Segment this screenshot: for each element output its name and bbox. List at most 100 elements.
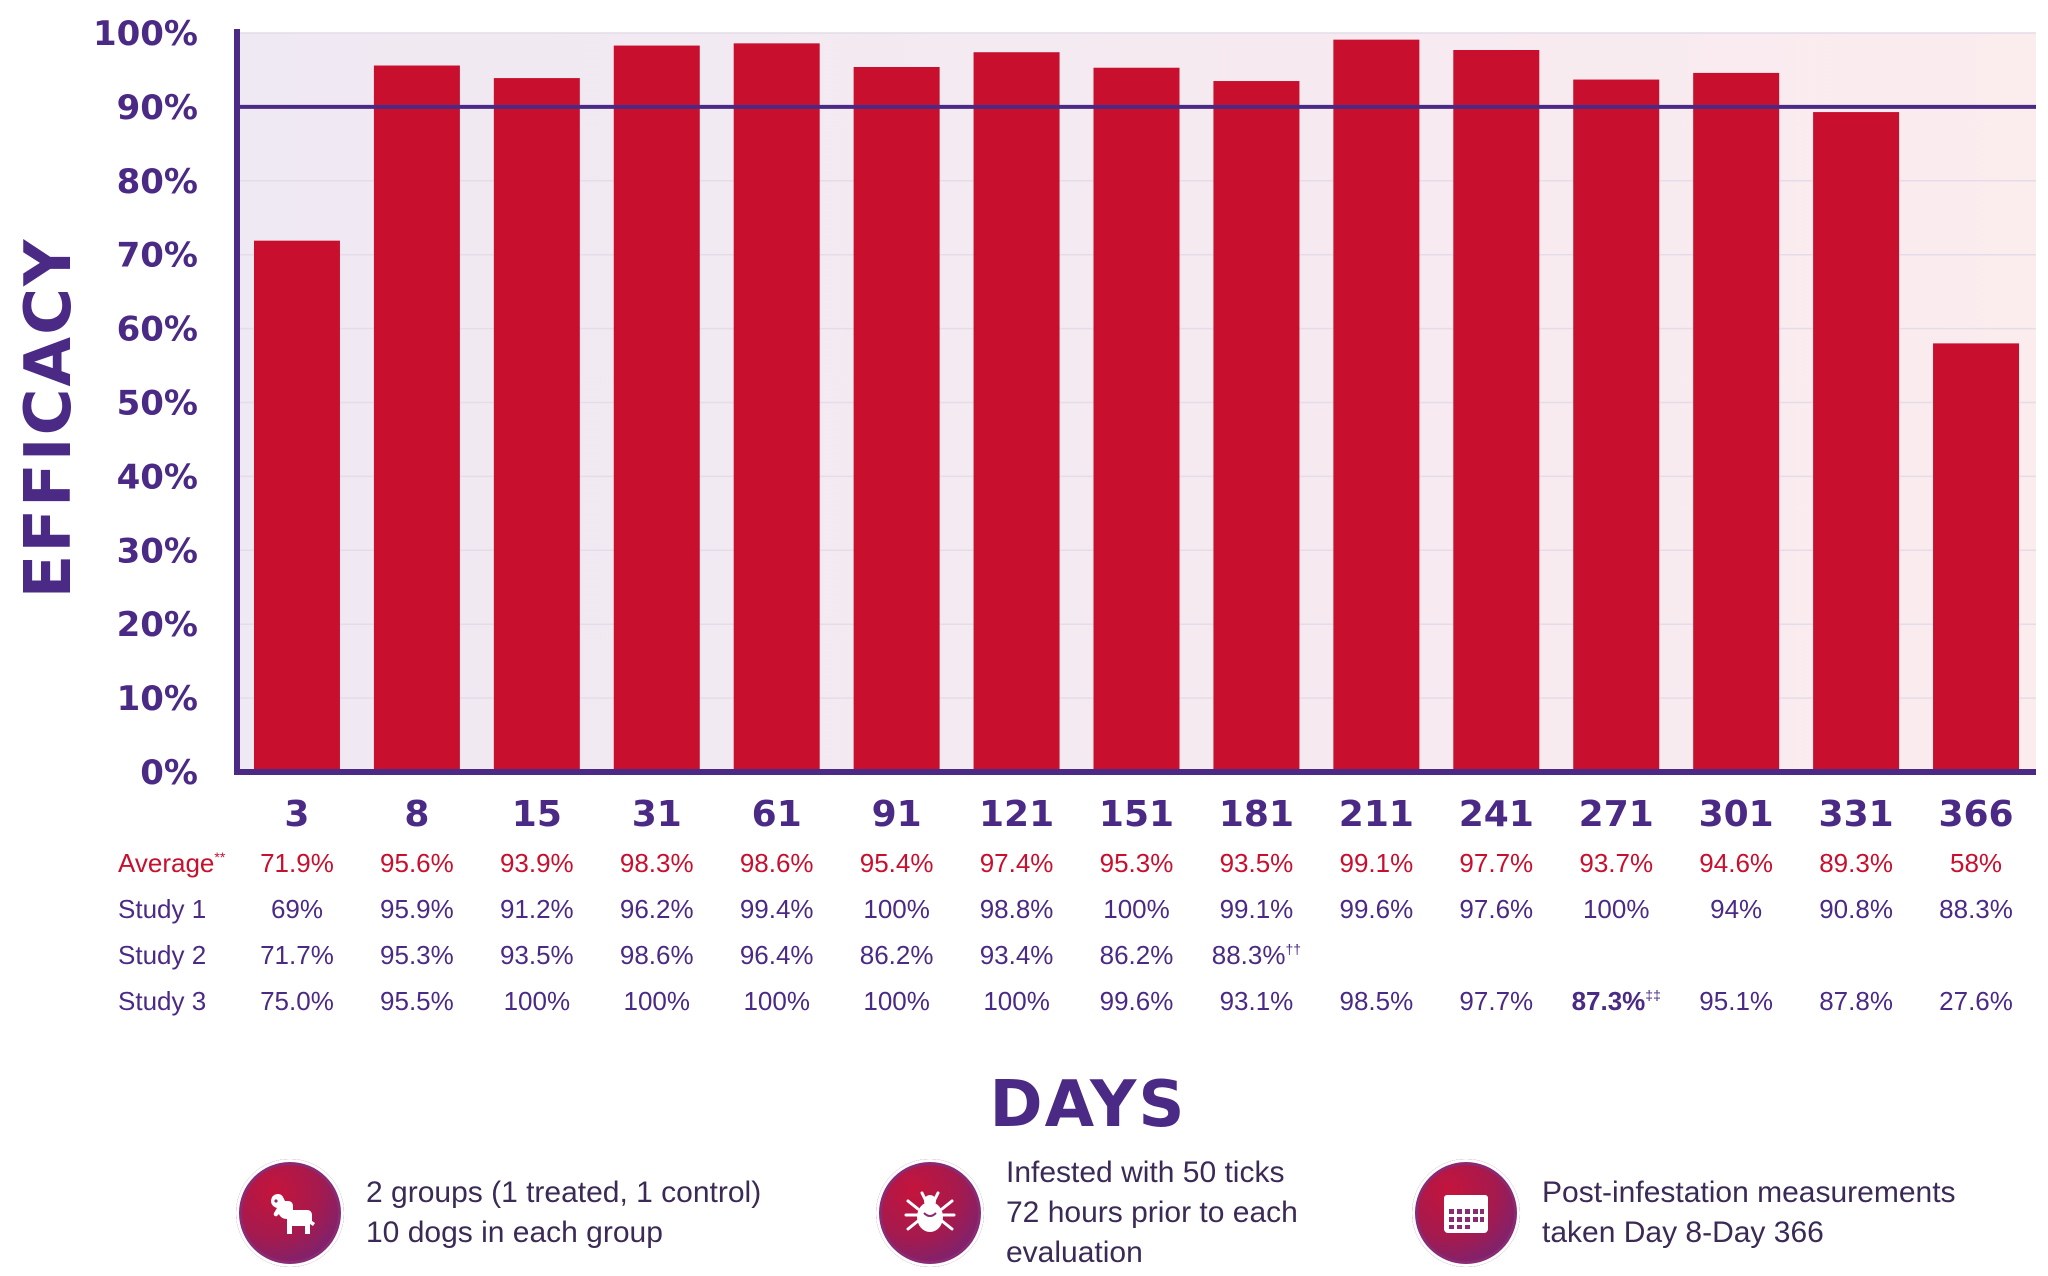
table-cell: 97.7% [1459,848,1533,878]
table-cell: 90.8% [1819,894,1893,924]
table-cell: 69% [271,894,323,924]
x-tick-label: 121 [979,794,1054,835]
y-tick-label: 60% [117,310,198,350]
table-cell: 94% [1710,894,1762,924]
x-tick-label: 91 [872,794,922,835]
table-cell: 93.5% [1220,848,1294,878]
bar [613,45,700,773]
x-tick-label: 15 [512,794,562,835]
bar [1573,79,1660,772]
table-cell: 97.7% [1459,986,1533,1016]
footer-line: evaluation [1006,1236,1143,1269]
table-cell: 88.3%†† [1212,940,1301,970]
footer-line: Infested with 50 ticks [1006,1156,1285,1189]
table-cell: 93.7% [1579,848,1653,878]
x-tick-label: 366 [1938,794,2013,835]
table-cell: 99.4% [740,894,814,924]
table-cell: 99.1% [1339,848,1413,878]
x-tick-label: 241 [1459,794,1534,835]
table-row-label: Study 2 [118,940,206,970]
table-cell: 95.5% [380,986,454,1016]
x-tick-label: 301 [1699,794,1774,835]
y-tick-label: 30% [117,531,198,571]
table-row-label: Study 3 [118,986,206,1016]
table-cell: 97.4% [980,848,1054,878]
bar [253,240,340,772]
table-cell: 91.2% [500,894,574,924]
table-cell: 98.5% [1339,986,1413,1016]
x-tick-label: 151 [1099,794,1174,835]
table-cell: 71.7% [260,940,334,970]
y-axis-title: EFFICACY [12,238,86,599]
table-cell: 75.0% [260,986,334,1016]
bar [1333,39,1420,772]
calendar-icon [1412,1159,1520,1267]
table-cell: 93.9% [500,848,574,878]
y-tick-label: 80% [117,162,198,202]
footnote-mark: ‡‡ [1645,987,1661,1003]
table-cell: 98.8% [980,894,1054,924]
table-cell: 93.1% [1220,986,1294,1016]
table-cell: 100% [504,986,571,1016]
table-cell: 96.4% [740,940,814,970]
x-axis-title: DAYS [990,1068,1187,1140]
y-tick-label: 70% [117,236,198,276]
table-cell: 100% [863,986,930,1016]
bar [373,65,460,773]
table-cell: 98.6% [740,848,814,878]
table-cell: 100% [983,986,1050,1016]
table-cell: 95.3% [380,940,454,970]
footer-line: 72 hours prior to each [1006,1196,1298,1229]
footer-line: taken Day 8-Day 366 [1542,1216,1824,1249]
footer-line: Post-infestation measurements [1542,1176,1956,1209]
table-cell: 87.8% [1819,986,1893,1016]
footer-item-groups: 2 groups (1 treated, 1 control) 10 dogs … [236,1150,761,1276]
table-cell: 88.3% [1939,894,2013,924]
y-tick-label: 0% [140,753,198,793]
footnote-mark: ** [214,849,225,865]
table-cell: 100% [1103,894,1170,924]
footer-text-groups: 2 groups (1 treated, 1 control) 10 dogs … [366,1173,761,1253]
bar [1093,67,1180,772]
y-tick-label: 40% [117,457,198,497]
table-cell: 97.6% [1459,894,1533,924]
x-tick-label: 3 [284,794,309,835]
table-row-label: Study 1 [118,894,206,924]
bar [493,78,580,773]
bar [1453,49,1540,772]
table-cell: 87.3%‡‡ [1572,986,1661,1016]
table-cell: 95.6% [380,848,454,878]
table-cell: 100% [1583,894,1650,924]
table-cell: 89.3% [1819,848,1893,878]
table-cell: 99.1% [1220,894,1294,924]
table-row-label: Average** [118,848,226,878]
x-tick-label: 271 [1579,794,1654,835]
y-tick-label: 50% [117,384,198,424]
table-cell: 94.6% [1699,848,1773,878]
table-cell: 100% [743,986,810,1016]
table-cell: 95.3% [1100,848,1174,878]
y-tick-label: 20% [117,605,198,645]
bar [973,52,1060,773]
table-cell: 98.6% [620,940,694,970]
x-tick-label: 31 [632,794,682,835]
table-cell: 100% [863,894,930,924]
dog-icon [236,1159,344,1267]
footer-item-infestation: Infested with 50 ticks 72 hours prior to… [876,1150,1298,1276]
bar [1213,81,1300,772]
table-cell: 95.1% [1699,986,1773,1016]
bar [1933,343,2020,772]
table-cell: 58% [1950,848,2002,878]
footer-text-infestation: Infested with 50 ticks 72 hours prior to… [1006,1153,1298,1273]
table-cell: 95.9% [380,894,454,924]
table-cell: 96.2% [620,894,694,924]
bar [733,43,820,772]
table-cell: 98.3% [620,848,694,878]
table-cell: 99.6% [1100,986,1174,1016]
table-cell: 100% [624,986,691,1016]
table-cell: 86.2% [860,940,934,970]
x-tick-label: 181 [1219,794,1294,835]
footnote-mark: †† [1286,941,1302,957]
x-tick-label: 211 [1339,794,1414,835]
y-tick-label: 100% [93,14,198,54]
